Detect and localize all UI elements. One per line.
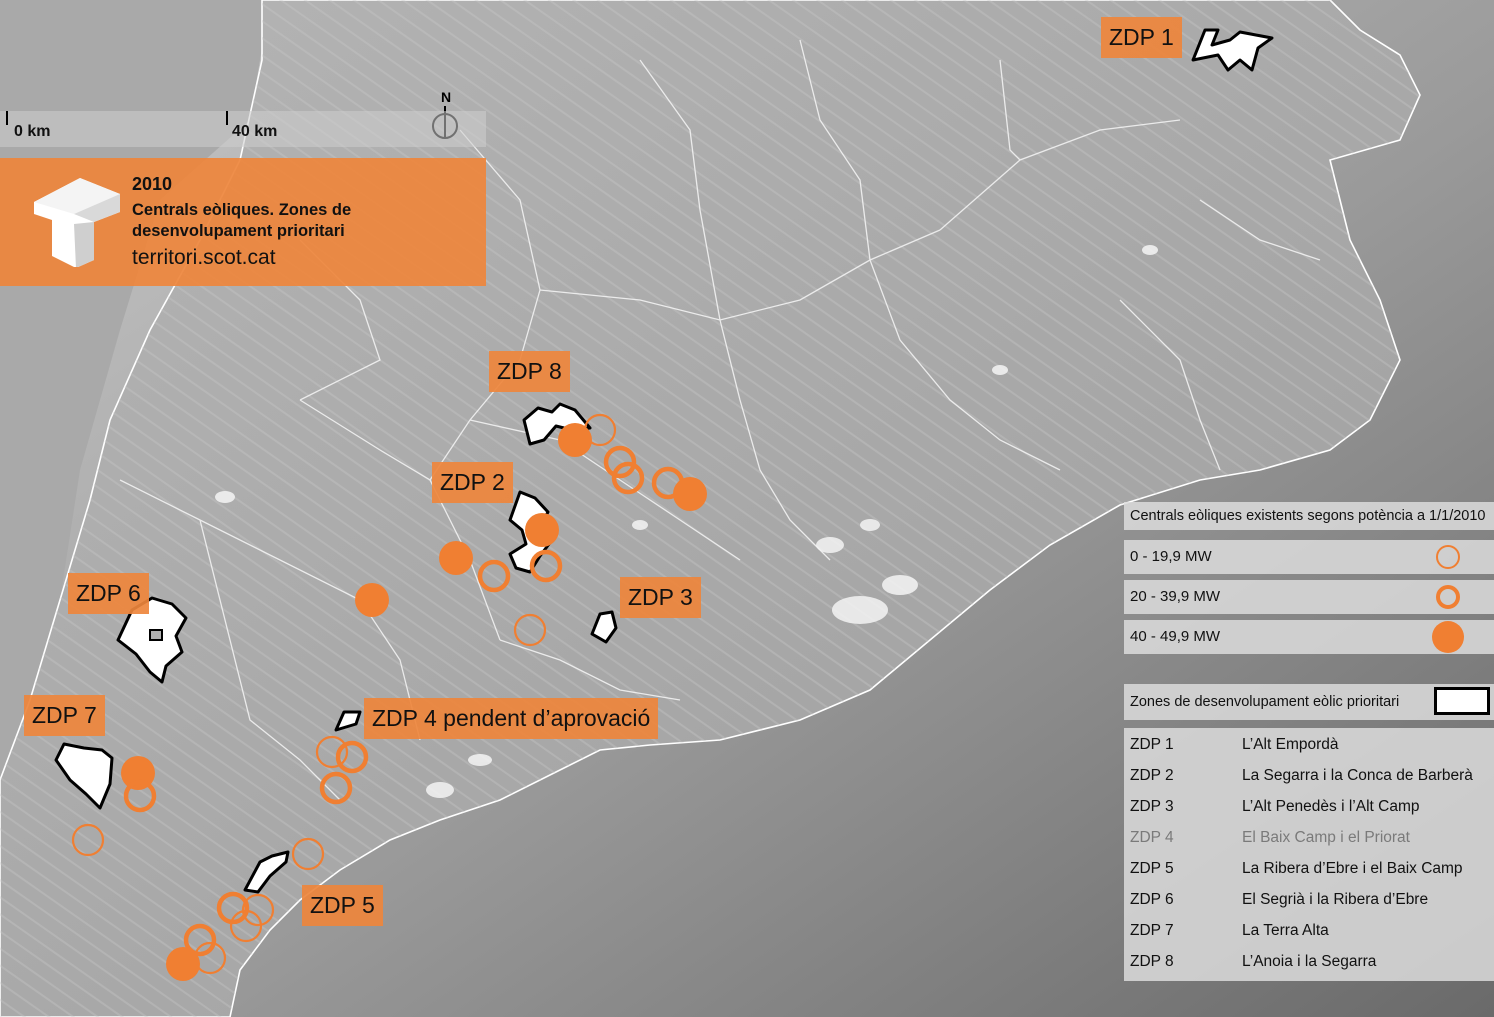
zdp-5-zone[interactable] [243,850,290,894]
wind-farm-0-19-mw[interactable] [513,613,547,647]
zones-legend-title-text: Zones de desenvolupament eòlic prioritar… [1130,694,1400,710]
zone-row: ZDP 3 L’Alt Penedès i l’Alt Camp [1130,798,1420,815]
zone-row: ZDP 7 La Terra Alta [1130,922,1329,939]
wind-farm-20-39-mw[interactable] [611,461,645,495]
legend-class-2-label: 20 - 39,9 MW [1130,588,1221,605]
wind-farm-20-39-mw[interactable] [603,445,637,479]
wind-farm-40-49-mw[interactable] [355,583,389,617]
zdp-2-label: ZDP 2 [432,462,513,503]
thick-ring-icon [1436,585,1460,609]
title-box: 2010 Centrals eòliques. Zones de desenvo… [0,158,486,286]
legend-class-1: 0 - 19,9 MW [1124,540,1494,574]
legend-title: Centrals eòliques existents segons potèn… [1124,502,1494,530]
filled-circle-icon [1432,621,1464,653]
wind-farm-40-49-mw[interactable] [439,541,473,575]
zdp-7-label: ZDP 7 [24,695,105,736]
wind-farm-40-49-mw[interactable] [525,513,559,547]
zone-row: ZDP 6 El Segrià i la Ribera d’Ebre [1130,891,1429,908]
wind-farm-0-19-mw[interactable] [229,909,263,943]
title-year: 2010 [132,174,173,194]
zdp-6-hole [149,629,163,641]
zdp-3-label: ZDP 3 [620,577,701,618]
zdp-7-zone[interactable] [54,742,114,810]
legend-class-3-label: 40 - 49,9 MW [1130,628,1221,645]
wind-farm-20-39-mw[interactable] [529,549,563,583]
scale-tick-start [6,111,8,125]
scale-tick-end [226,111,228,125]
legend-class-1-label: 0 - 19,9 MW [1130,548,1212,565]
zdp-8-zone[interactable] [522,402,592,446]
zone-row: ZDP 2 La Segarra i la Conca de Barberà [1130,767,1473,784]
zdp-4-label: ZDP 4 pendent d’aprovació [364,698,659,739]
zone-row: ZDP 8 L’Anoia i la Segarra [1130,953,1377,970]
wind-farm-40-49-mw[interactable] [558,423,592,457]
zdp-3-zone[interactable] [590,610,618,644]
wind-farm-0-19-mw[interactable] [71,823,105,857]
wind-farm-40-49-mw[interactable] [673,477,707,511]
wind-farm-40-49-mw[interactable] [166,947,200,981]
zdp-4-zone[interactable] [334,710,362,732]
wind-farm-20-39-mw[interactable] [477,559,511,593]
zones-legend-title: Zones de desenvolupament eòlic prioritar… [1124,684,1494,720]
wind-farms [71,413,707,981]
north-label: N [441,89,451,105]
zone-row: ZDP 5 La Ribera d’Ebre i el Baix Camp [1130,860,1463,877]
thin-ring-icon [1436,545,1460,569]
zdp-1-zone[interactable] [1191,28,1274,72]
zones-legend-list: ZDP 1 L’Alt Empordà ZDP 2 La Segarra i la … [1124,728,1494,981]
title-url: territori.scot.cat [132,246,276,269]
title-text: Centrals eòliques. Zones de desenvolupam… [132,201,352,240]
legend-class-2: 20 - 39,9 MW [1124,580,1494,614]
zdp-5-label: ZDP 5 [302,885,383,926]
zdp-8-label: ZDP 8 [489,351,570,392]
zone-swatch-icon [1434,687,1490,715]
county-borders [119,39,1321,801]
wind-farm-20-39-mw[interactable] [216,891,250,925]
scale-start-label: 0 km [14,123,51,140]
scale-bar: 0 km 40 km [0,111,486,147]
zdp-1-label: ZDP 1 [1101,17,1182,58]
urban-areas [215,245,1158,798]
wind-farm-20-39-mw[interactable] [319,771,353,805]
zone-row-pending: ZDP 4 El Baix Camp i el Priorat [1130,829,1410,846]
zdp-6-label: ZDP 6 [68,573,149,614]
scale-end-label: 40 km [232,123,278,140]
logo-icon [34,178,120,267]
zone-row: ZDP 1 L’Alt Empordà [1130,736,1339,753]
wind-farm-0-19-mw[interactable] [315,735,349,769]
wind-farm-20-39-mw[interactable] [183,923,217,957]
wind-farm-20-39-mw[interactable] [123,779,157,813]
legend-class-3: 40 - 49,9 MW [1124,620,1494,654]
wind-farm-0-19-mw[interactable] [241,893,275,927]
wind-farm-20-39-mw[interactable] [335,740,369,774]
wind-farm-0-19-mw[interactable] [291,837,325,871]
